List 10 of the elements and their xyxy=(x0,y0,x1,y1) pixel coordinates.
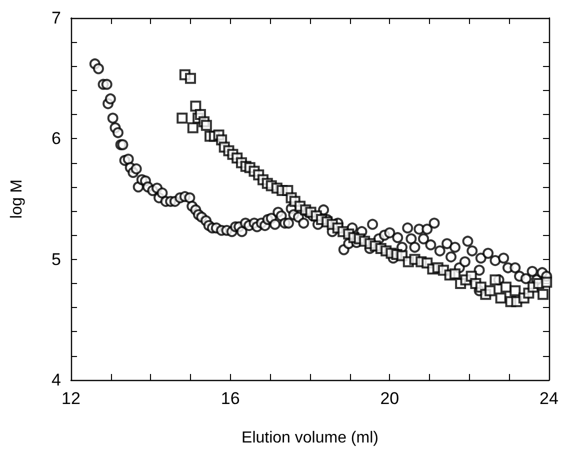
y-axis-title: log M xyxy=(8,179,26,219)
y-tick-label: 6 xyxy=(52,129,61,148)
x-tick-label: 12 xyxy=(62,389,80,408)
y-tick-label: 4 xyxy=(52,370,61,390)
y-tick-label: 7 xyxy=(52,8,61,28)
x-tick-label: 24 xyxy=(540,389,558,408)
x-tick-label: 16 xyxy=(220,389,240,408)
y-tick-label: 5 xyxy=(52,250,61,269)
x-tick-label: 20 xyxy=(380,389,400,408)
x-axis-title: Elution volume (ml) xyxy=(242,430,378,446)
